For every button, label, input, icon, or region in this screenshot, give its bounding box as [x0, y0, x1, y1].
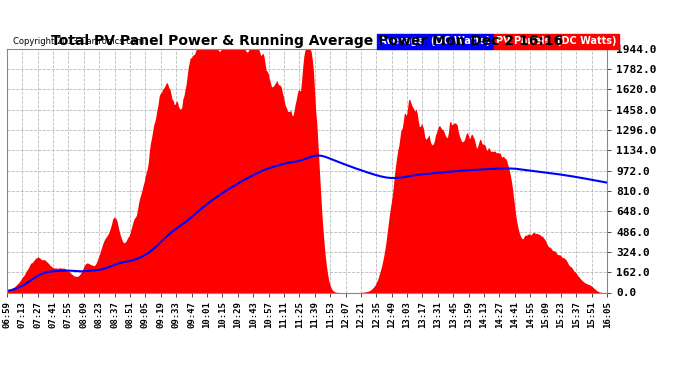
Text: PV Panels  (DC Watts): PV Panels (DC Watts) — [496, 36, 617, 46]
Title: Total PV Panel Power & Running Average Power Mon Dec 2 16:16: Total PV Panel Power & Running Average P… — [51, 34, 563, 48]
Text: Copyright 2013 Cartronics.com: Copyright 2013 Cartronics.com — [13, 38, 144, 46]
Text: Average  (DC Watts): Average (DC Watts) — [379, 36, 491, 46]
